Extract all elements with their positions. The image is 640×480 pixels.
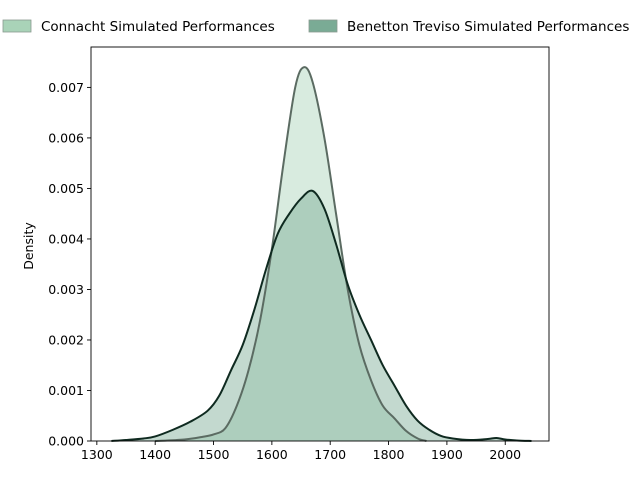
legend-swatch-1 [2, 19, 32, 33]
y-tick-label: 0.000 [48, 434, 84, 449]
axes-frame [90, 46, 550, 442]
y-tick-label: 0.004 [48, 231, 84, 246]
legend-label-1: Connacht Simulated Performances [41, 19, 275, 35]
y-tick-label: 0.007 [48, 80, 84, 95]
legend-swatch-2 [308, 19, 338, 33]
y-tick-label: 0.001 [48, 383, 84, 398]
y-tick-label: 0.006 [48, 130, 84, 145]
y-tick-label: 0.003 [48, 282, 84, 297]
series-1-area [155, 67, 427, 441]
x-tick-label: 1800 [373, 447, 405, 462]
plot-area [111, 66, 532, 442]
x-tick-label: 1300 [81, 447, 113, 462]
axes: 1300 1400 1500 1600 1700 1800 1900 2000 0.000 0.0… [48, 46, 550, 462]
x-tick-label: 1600 [256, 447, 288, 462]
y-tick-label: 0.005 [48, 181, 84, 196]
y-axis-label: Density [21, 222, 36, 270]
x-tick-label: 1500 [198, 447, 230, 462]
y-tick-label: 0.002 [48, 332, 84, 347]
legend-label-2: Benetton Treviso Simulated Performances [347, 19, 629, 35]
series-1-line [155, 66, 427, 442]
series-2-area [111, 190, 532, 441]
series-2-line [111, 189, 532, 442]
x-tick-label: 1400 [139, 447, 171, 462]
x-tick-label: 1900 [431, 447, 463, 462]
legend: Connacht Simulated Performances Benetton … [2, 19, 629, 35]
x-tick-label: 1700 [314, 447, 346, 462]
x-tick-label: 2000 [489, 447, 521, 462]
